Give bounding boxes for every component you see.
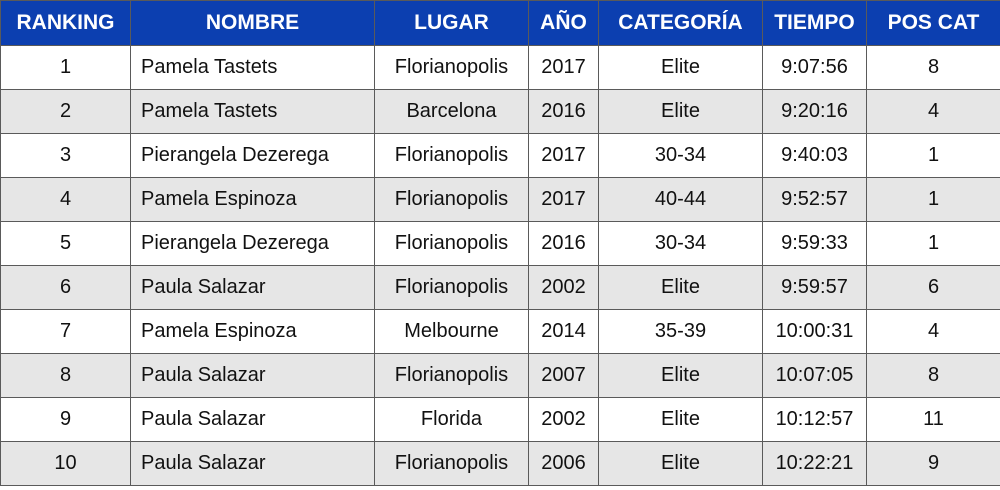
table-row: 5 Pierangela Dezerega Florianopolis 2016…	[0, 221, 1000, 266]
header-ranking: RANKING	[0, 0, 131, 46]
cell-ranking: 7	[0, 309, 131, 354]
cell-lugar: Melbourne	[374, 309, 529, 354]
cell-ranking: 2	[0, 89, 131, 134]
cell-categoria: Elite	[598, 89, 763, 134]
cell-tiempo: 9:20:16	[762, 89, 867, 134]
cell-tiempo: 10:22:21	[762, 441, 867, 486]
table-row: 7 Pamela Espinoza Melbourne 2014 35-39 1…	[0, 309, 1000, 354]
header-pos-cat: POS CAT	[866, 0, 1000, 46]
cell-categoria: Elite	[598, 441, 763, 486]
cell-pos-cat: 4	[866, 89, 1000, 134]
cell-nombre: Pamela Espinoza	[130, 309, 375, 354]
cell-tiempo: 9:40:03	[762, 133, 867, 178]
cell-pos-cat: 4	[866, 309, 1000, 354]
cell-ano: 2002	[528, 265, 599, 310]
cell-categoria: Elite	[598, 353, 763, 398]
cell-ranking: 6	[0, 265, 131, 310]
cell-nombre: Paula Salazar	[130, 353, 375, 398]
cell-ano: 2006	[528, 441, 599, 486]
cell-ranking: 10	[0, 441, 131, 486]
cell-nombre: Pamela Tastets	[130, 45, 375, 90]
cell-pos-cat: 6	[866, 265, 1000, 310]
cell-ranking: 3	[0, 133, 131, 178]
cell-tiempo: 9:07:56	[762, 45, 867, 90]
header-row: RANKING NOMBRE LUGAR AÑO CATEGORÍA TIEMP…	[0, 0, 1000, 46]
cell-lugar: Florianopolis	[374, 265, 529, 310]
cell-pos-cat: 1	[866, 133, 1000, 178]
cell-categoria: Elite	[598, 45, 763, 90]
cell-tiempo: 9:59:57	[762, 265, 867, 310]
cell-nombre: Pierangela Dezerega	[130, 221, 375, 266]
cell-pos-cat: 8	[866, 45, 1000, 90]
header-tiempo: TIEMPO	[762, 0, 867, 46]
table-row: 1 Pamela Tastets Florianopolis 2017 Elit…	[0, 45, 1000, 90]
cell-lugar: Florianopolis	[374, 45, 529, 90]
cell-ano: 2014	[528, 309, 599, 354]
cell-categoria: Elite	[598, 265, 763, 310]
cell-lugar: Florianopolis	[374, 441, 529, 486]
cell-pos-cat: 1	[866, 221, 1000, 266]
cell-ranking: 5	[0, 221, 131, 266]
cell-nombre: Pamela Tastets	[130, 89, 375, 134]
cell-ano: 2017	[528, 45, 599, 90]
header-ano: AÑO	[528, 0, 599, 46]
cell-ranking: 1	[0, 45, 131, 90]
table-row: 4 Pamela Espinoza Florianopolis 2017 40-…	[0, 177, 1000, 222]
cell-tiempo: 10:07:05	[762, 353, 867, 398]
cell-nombre: Paula Salazar	[130, 441, 375, 486]
cell-ano: 2016	[528, 221, 599, 266]
cell-categoria: 40-44	[598, 177, 763, 222]
table-row: 10 Paula Salazar Florianopolis 2006 Elit…	[0, 441, 1000, 486]
cell-tiempo: 10:12:57	[762, 397, 867, 442]
cell-tiempo: 9:52:57	[762, 177, 867, 222]
cell-lugar: Florianopolis	[374, 353, 529, 398]
cell-lugar: Florianopolis	[374, 133, 529, 178]
cell-ano: 2007	[528, 353, 599, 398]
table-row: 8 Paula Salazar Florianopolis 2007 Elite…	[0, 353, 1000, 398]
cell-tiempo: 9:59:33	[762, 221, 867, 266]
cell-categoria: 30-34	[598, 221, 763, 266]
cell-categoria: 30-34	[598, 133, 763, 178]
cell-lugar: Florianopolis	[374, 221, 529, 266]
cell-nombre: Pamela Espinoza	[130, 177, 375, 222]
header-nombre: NOMBRE	[130, 0, 375, 46]
table-row: 9 Paula Salazar Florida 2002 Elite 10:12…	[0, 397, 1000, 442]
cell-ano: 2002	[528, 397, 599, 442]
cell-ranking: 4	[0, 177, 131, 222]
cell-ranking: 9	[0, 397, 131, 442]
cell-lugar: Florida	[374, 397, 529, 442]
header-categoria: CATEGORÍA	[598, 0, 763, 46]
cell-nombre: Paula Salazar	[130, 397, 375, 442]
cell-nombre: Paula Salazar	[130, 265, 375, 310]
table-row: 6 Paula Salazar Florianopolis 2002 Elite…	[0, 265, 1000, 310]
cell-lugar: Barcelona	[374, 89, 529, 134]
header-lugar: LUGAR	[374, 0, 529, 46]
cell-categoria: 35-39	[598, 309, 763, 354]
cell-ano: 2017	[528, 133, 599, 178]
cell-nombre: Pierangela Dezerega	[130, 133, 375, 178]
cell-tiempo: 10:00:31	[762, 309, 867, 354]
cell-pos-cat: 1	[866, 177, 1000, 222]
cell-pos-cat: 11	[866, 397, 1000, 442]
cell-lugar: Florianopolis	[374, 177, 529, 222]
cell-ranking: 8	[0, 353, 131, 398]
cell-categoria: Elite	[598, 397, 763, 442]
cell-ano: 2016	[528, 89, 599, 134]
cell-pos-cat: 8	[866, 353, 1000, 398]
cell-pos-cat: 9	[866, 441, 1000, 486]
table-row: 3 Pierangela Dezerega Florianopolis 2017…	[0, 133, 1000, 178]
table-row: 2 Pamela Tastets Barcelona 2016 Elite 9:…	[0, 89, 1000, 134]
cell-ano: 2017	[528, 177, 599, 222]
